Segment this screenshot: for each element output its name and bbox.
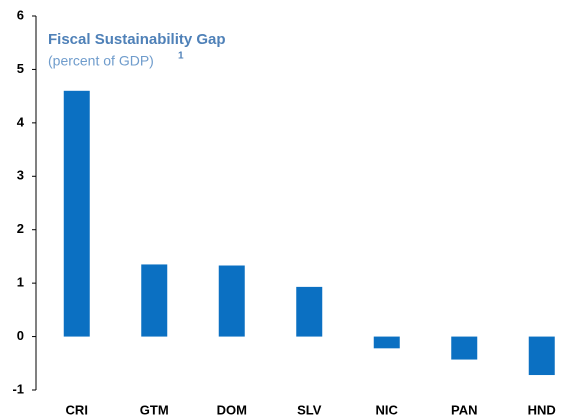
- y-tick-label: 3: [17, 168, 24, 183]
- y-tick-label: -1: [12, 381, 24, 396]
- bar: [141, 264, 168, 337]
- bar: [218, 265, 245, 337]
- y-tick-label: 4: [17, 114, 25, 129]
- bar: [373, 336, 400, 349]
- x-tick-label: PAN: [451, 402, 477, 417]
- chart-title: Fiscal Sustainability Gap: [48, 31, 226, 48]
- x-tick-label: NIC: [376, 402, 399, 417]
- x-tick-label: HND: [528, 402, 556, 417]
- y-tick-label: 0: [17, 328, 24, 343]
- bar: [63, 90, 90, 337]
- x-tick-label: GTM: [140, 402, 169, 417]
- bar: [451, 336, 478, 360]
- y-tick-label: 5: [17, 61, 24, 76]
- footnote-marker: 1: [178, 51, 184, 62]
- bar: [528, 336, 555, 376]
- bar: [296, 286, 323, 337]
- y-tick-label: 2: [17, 221, 24, 236]
- x-tick-label: DOM: [217, 402, 247, 417]
- x-tick-label: CRI: [66, 402, 88, 417]
- chart-subtitle: (percent of GDP): [48, 53, 154, 69]
- x-tick-label: SLV: [297, 402, 322, 417]
- y-tick-label: 1: [17, 275, 24, 290]
- y-tick-label: 6: [17, 7, 24, 22]
